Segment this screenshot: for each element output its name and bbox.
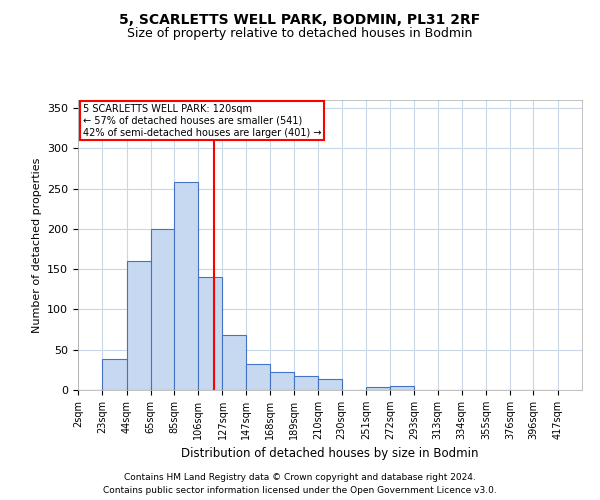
- Bar: [223, 335, 245, 390]
- Text: Contains public sector information licensed under the Open Government Licence v3: Contains public sector information licen…: [103, 486, 497, 495]
- Bar: [294, 376, 319, 390]
- Bar: [198, 277, 223, 390]
- Bar: [151, 229, 174, 390]
- Y-axis label: Number of detached properties: Number of detached properties: [32, 158, 41, 332]
- Text: 5 SCARLETTS WELL PARK: 120sqm
← 57% of detached houses are smaller (541)
42% of : 5 SCARLETTS WELL PARK: 120sqm ← 57% of d…: [83, 104, 322, 138]
- Text: Size of property relative to detached houses in Bodmin: Size of property relative to detached ho…: [127, 28, 473, 40]
- Bar: [245, 364, 270, 390]
- Bar: [319, 378, 341, 390]
- Bar: [366, 387, 390, 390]
- Bar: [127, 261, 151, 390]
- Bar: [174, 182, 198, 390]
- Bar: [102, 360, 127, 390]
- Text: Contains HM Land Registry data © Crown copyright and database right 2024.: Contains HM Land Registry data © Crown c…: [124, 472, 476, 482]
- Text: Distribution of detached houses by size in Bodmin: Distribution of detached houses by size …: [181, 448, 479, 460]
- Bar: [390, 386, 415, 390]
- Text: 5, SCARLETTS WELL PARK, BODMIN, PL31 2RF: 5, SCARLETTS WELL PARK, BODMIN, PL31 2RF: [119, 12, 481, 26]
- Bar: [270, 372, 294, 390]
